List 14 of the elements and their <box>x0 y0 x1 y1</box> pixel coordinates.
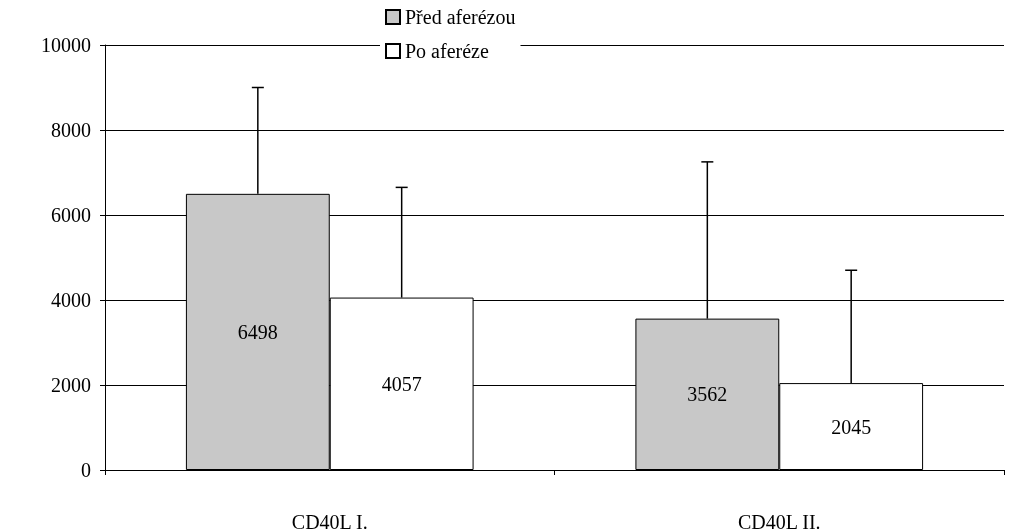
y-tick-label: 4000 <box>51 289 91 311</box>
data-label: 2045 <box>831 415 872 438</box>
y-tick-label: 2000 <box>51 374 91 396</box>
legend-label: Před aferézou <box>405 6 516 28</box>
y-tick-label: 8000 <box>51 119 91 141</box>
y-tick-label: 0 <box>81 459 91 481</box>
x-tick-label: CD40L II. <box>737 511 821 532</box>
y-tick-label: 10000 <box>41 34 91 56</box>
data-label: 3562 <box>687 383 728 406</box>
legend-label: Po aferéze <box>405 40 489 62</box>
y-tick-label: 6000 <box>51 204 91 226</box>
x-tick-label: CD40L I. <box>291 511 368 532</box>
data-label: 6498 <box>237 320 278 343</box>
data-label: 4057 <box>381 372 422 395</box>
